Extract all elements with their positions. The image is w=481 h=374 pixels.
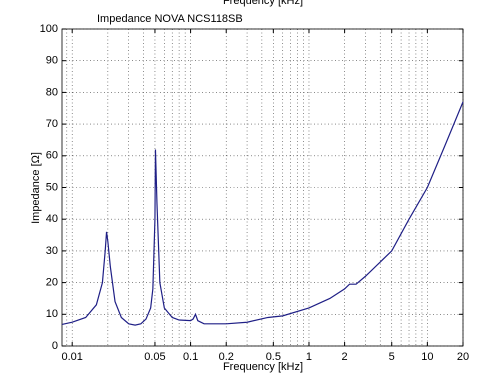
y-tick-label: 10	[46, 308, 58, 320]
y-axis-label: Impedance [Ω]	[30, 152, 42, 224]
x-tick-label: 0.1	[183, 351, 198, 363]
plot-frame	[61, 28, 464, 347]
x-tick-label: 0.05	[144, 351, 165, 363]
x-tick-label: 0.01	[61, 351, 82, 363]
y-tick-label: 80	[46, 86, 58, 98]
y-tick-label: 40	[46, 213, 58, 225]
x-tick-label: 10	[421, 351, 433, 363]
x-axis-label-top: Frequency [kHz]	[223, 0, 303, 7]
x-tick-label: 0.2	[219, 351, 234, 363]
x-tick-label: 20	[457, 351, 469, 363]
impedance-line	[61, 101, 464, 326]
x-tick-label: 5	[389, 351, 395, 363]
y-tick-label: 0	[52, 340, 58, 352]
chart-title: Impedance NOVA NCS118SB	[97, 13, 243, 25]
y-tick-label: 20	[46, 277, 58, 289]
x-axis-label: Frequency [kHz]	[223, 361, 303, 373]
y-tick-label: 70	[46, 118, 58, 130]
y-tick-label: 100	[40, 23, 58, 35]
x-tick-label: 2	[342, 351, 348, 363]
y-tick-label: 90	[46, 55, 58, 67]
x-tick-label: 1	[306, 351, 312, 363]
y-tick-label: 60	[46, 150, 58, 162]
y-tick-label: 30	[46, 245, 58, 257]
y-tick-label: 50	[46, 181, 58, 193]
x-tick-label: 0.5	[266, 351, 281, 363]
